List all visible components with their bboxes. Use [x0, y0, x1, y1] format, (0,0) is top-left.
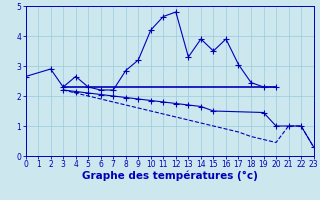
- X-axis label: Graphe des températures (°c): Graphe des températures (°c): [82, 171, 258, 181]
